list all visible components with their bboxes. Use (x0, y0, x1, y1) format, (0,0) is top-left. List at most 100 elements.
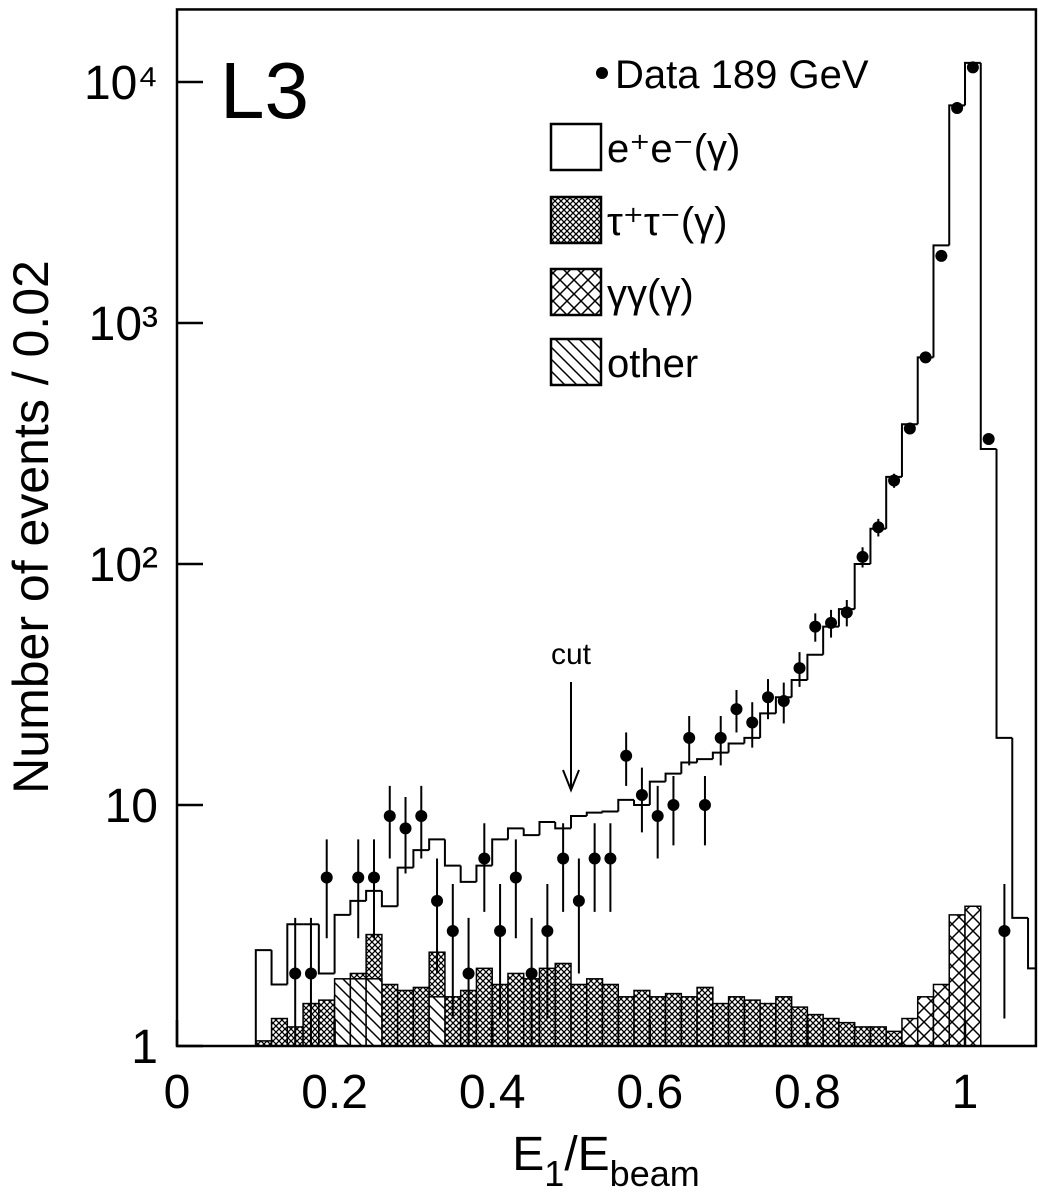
legend-label: other (607, 342, 698, 386)
hist-step (585, 811, 603, 817)
hist-bar (696, 986, 714, 1046)
hist-step (743, 736, 761, 744)
legend-swatch (549, 195, 603, 245)
data-point (872, 521, 885, 534)
hist-step (617, 798, 635, 812)
hist-bar (507, 972, 525, 1046)
data-point (919, 351, 932, 364)
hist-step (680, 761, 698, 774)
x-label-part: /E (564, 1128, 609, 1181)
y-tick-label: 1 (131, 1021, 158, 1074)
hist-step (570, 815, 587, 829)
hist-bar (743, 999, 761, 1046)
hist-step (664, 772, 682, 782)
hist-step (270, 950, 288, 986)
hist-bar (270, 1017, 289, 1046)
hist-step (428, 838, 445, 851)
legend-label: τ⁺τ⁻(γ) (607, 200, 727, 244)
hist-bar (570, 983, 588, 1046)
hist-step (601, 810, 619, 813)
hist-bar (901, 1017, 919, 1046)
hist-step (727, 742, 745, 753)
data-point (966, 61, 979, 74)
x-label-part: beam (610, 1153, 700, 1194)
hist-step (853, 563, 871, 610)
y-tick-label: 10² (89, 539, 158, 592)
hist-step (932, 244, 950, 358)
hist-bar (727, 996, 746, 1046)
hist-bar (885, 1030, 903, 1046)
data-point (604, 852, 617, 865)
legend-label: Data 189 GeV (615, 53, 869, 97)
data-point (746, 716, 759, 729)
data-point (431, 894, 444, 907)
plot-frame (175, 8, 1038, 1048)
hist-step (491, 838, 508, 866)
data-point (840, 606, 853, 619)
data-point (888, 474, 901, 487)
hist-step (1011, 737, 1029, 919)
hist-step (333, 913, 351, 974)
data-point (762, 691, 774, 704)
data-point (320, 871, 333, 884)
hist-bar (365, 978, 383, 1046)
legend-swatch (549, 267, 603, 317)
hist-bar (428, 996, 446, 1046)
data-point (903, 422, 916, 435)
hist-step (711, 751, 729, 760)
hist-bar (664, 992, 683, 1046)
data-point (525, 967, 538, 980)
x-label-part: E (512, 1128, 544, 1181)
hist-bar (964, 905, 982, 1046)
hist-step (286, 923, 304, 985)
experiment-label: L3 (220, 46, 309, 135)
x-tick-label: 0 (164, 1066, 191, 1119)
data-point (572, 894, 585, 907)
hist-step (506, 827, 524, 840)
hist-step (412, 849, 430, 868)
hist-bar (869, 1026, 887, 1046)
hist-step (254, 949, 272, 1046)
hist-bar (586, 978, 604, 1046)
hist-bar (412, 986, 430, 1046)
data-point (462, 967, 475, 980)
x-tick-label: 0.8 (774, 1066, 841, 1119)
y-axis-label: Number of events / 0.02 (3, 260, 59, 794)
hist-bar (948, 914, 966, 1046)
hist-step (443, 839, 461, 867)
hist-bar (680, 996, 698, 1046)
data-point (289, 967, 302, 980)
hist-step (538, 821, 556, 836)
cut-arrowhead (562, 769, 580, 793)
hist-step (696, 758, 713, 763)
data-point (793, 662, 806, 675)
hist-bar (822, 1017, 840, 1046)
hist-step (475, 864, 493, 882)
data-point (856, 550, 869, 563)
cut-label: cut (551, 638, 592, 671)
hist-step (995, 449, 1013, 739)
data-point (509, 871, 522, 884)
hist-step (948, 104, 965, 246)
hist-bar (649, 996, 667, 1046)
hist-bar (712, 1002, 730, 1046)
hist-bar (333, 978, 352, 1046)
hist-step (790, 679, 808, 698)
data-point (714, 731, 727, 744)
hist-bar (318, 999, 336, 1046)
hist-step (806, 653, 824, 681)
data-point (383, 810, 396, 823)
data-point (588, 852, 601, 865)
data-point (777, 695, 790, 708)
data-point (982, 433, 995, 446)
data-point (825, 616, 838, 629)
data-point (998, 925, 1011, 938)
hist-step (916, 356, 934, 425)
data-point (415, 810, 428, 823)
legend-marker (596, 67, 608, 79)
data-point (557, 852, 570, 865)
overlay: 1 10 10² 10³ 10⁴ 0 0.2 0.4 0.6 0.8 1 cut Data 189 Ge… (84, 8, 1038, 1119)
hist-bar (806, 1013, 824, 1046)
x-axis-label: E1/Ebeam (512, 1128, 699, 1194)
